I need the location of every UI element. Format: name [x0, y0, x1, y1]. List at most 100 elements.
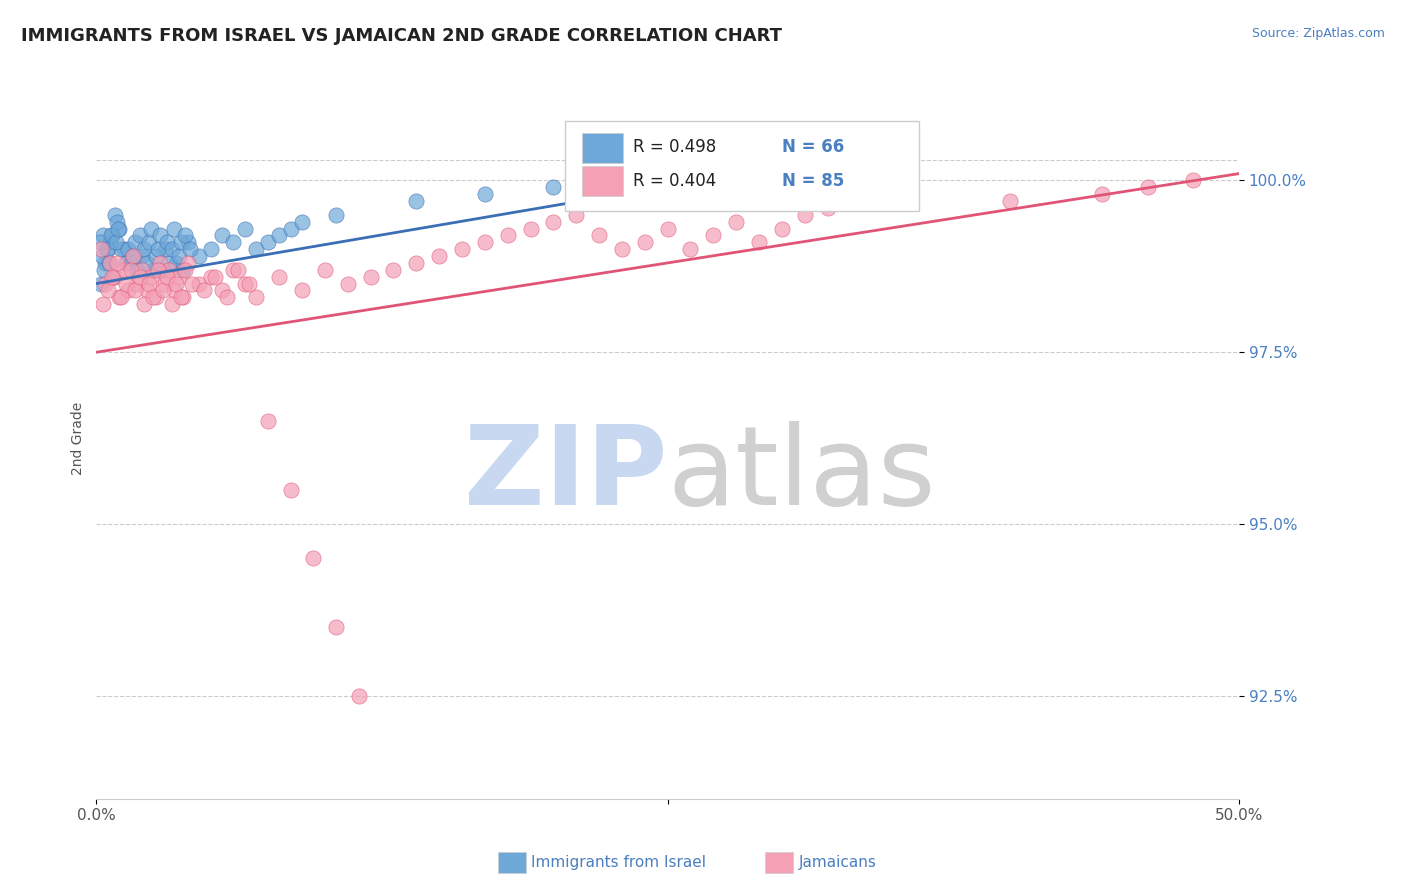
Point [124, 235, 146, 250]
Point [167, 269, 190, 284]
Point [179, 242, 201, 256]
Point [152, 262, 174, 277]
Text: R = 0.404: R = 0.404 [633, 171, 717, 190]
Point [1136, 180, 1159, 194]
Point [245, 242, 267, 256]
Point [104, 269, 127, 284]
Point [1091, 187, 1114, 202]
Y-axis label: 2nd Grade: 2nd Grade [72, 401, 86, 475]
Point [90, 277, 112, 291]
Point [131, 249, 153, 263]
Point [336, 277, 359, 291]
Point [91, 297, 114, 311]
Point [679, 242, 702, 256]
Text: Source: ZipAtlas.com: Source: ZipAtlas.com [1251, 27, 1385, 40]
Point [702, 228, 724, 243]
Point [145, 249, 167, 263]
Point [226, 262, 249, 277]
Point [101, 228, 124, 243]
Point [108, 221, 131, 235]
Point [160, 297, 183, 311]
Point [325, 208, 347, 222]
Point [101, 269, 124, 284]
Text: N = 85: N = 85 [782, 171, 844, 190]
Point [793, 208, 815, 222]
Point [222, 235, 245, 250]
Text: R = 0.498: R = 0.498 [633, 137, 717, 156]
Point [314, 262, 336, 277]
Point [172, 290, 194, 304]
Point [91, 228, 114, 243]
Point [134, 242, 156, 256]
Text: N = 66: N = 66 [782, 137, 844, 156]
FancyBboxPatch shape [565, 120, 920, 211]
Point [610, 242, 633, 256]
Point [725, 215, 748, 229]
Point [97, 256, 120, 270]
Point [131, 262, 153, 277]
Point [146, 262, 169, 277]
Point [543, 215, 565, 229]
Point [135, 284, 157, 298]
Point [117, 284, 139, 298]
Point [634, 235, 657, 250]
Point [104, 235, 127, 250]
Point [98, 256, 121, 270]
Point [325, 620, 347, 634]
Point [172, 262, 194, 277]
Point [156, 235, 179, 250]
Point [177, 235, 200, 250]
Point [163, 284, 186, 298]
Point [256, 414, 278, 428]
Point [1000, 194, 1022, 208]
Point [291, 284, 314, 298]
Point [280, 483, 302, 497]
Point [280, 221, 302, 235]
Point [160, 242, 183, 256]
Point [817, 201, 839, 215]
Point [588, 173, 610, 187]
Point [474, 235, 496, 250]
Point [238, 277, 260, 291]
Point [427, 249, 450, 263]
Point [135, 256, 157, 270]
Point [163, 221, 186, 235]
Point [188, 249, 211, 263]
Point [215, 290, 238, 304]
Point [405, 194, 427, 208]
Point [117, 242, 139, 256]
Point [770, 160, 793, 174]
Point [269, 228, 291, 243]
Point [165, 277, 187, 291]
Point [115, 277, 138, 291]
Point [141, 221, 163, 235]
Point [170, 290, 193, 304]
Point [149, 256, 172, 270]
Point [138, 235, 160, 250]
Point [159, 262, 181, 277]
Point [128, 228, 150, 243]
Point [138, 277, 160, 291]
Point [127, 277, 149, 291]
Point [200, 242, 222, 256]
Point [120, 256, 142, 270]
Point [211, 284, 233, 298]
Point [98, 235, 121, 250]
Point [96, 242, 118, 256]
FancyBboxPatch shape [582, 133, 623, 163]
Point [115, 256, 138, 270]
Point [149, 228, 172, 243]
Point [269, 269, 291, 284]
Point [302, 551, 325, 566]
Text: IMMIGRANTS FROM ISRAEL VS JAMAICAN 2ND GRADE CORRELATION CHART: IMMIGRANTS FROM ISRAEL VS JAMAICAN 2ND G… [21, 27, 782, 45]
Point [107, 221, 129, 235]
Point [100, 228, 122, 243]
Point [134, 297, 156, 311]
Point [97, 284, 120, 298]
Text: Jamaicans: Jamaicans [799, 855, 876, 870]
Point [124, 284, 146, 298]
Point [451, 242, 474, 256]
Text: Immigrants from Israel: Immigrants from Israel [531, 855, 706, 870]
Point [167, 249, 190, 263]
Point [153, 242, 176, 256]
